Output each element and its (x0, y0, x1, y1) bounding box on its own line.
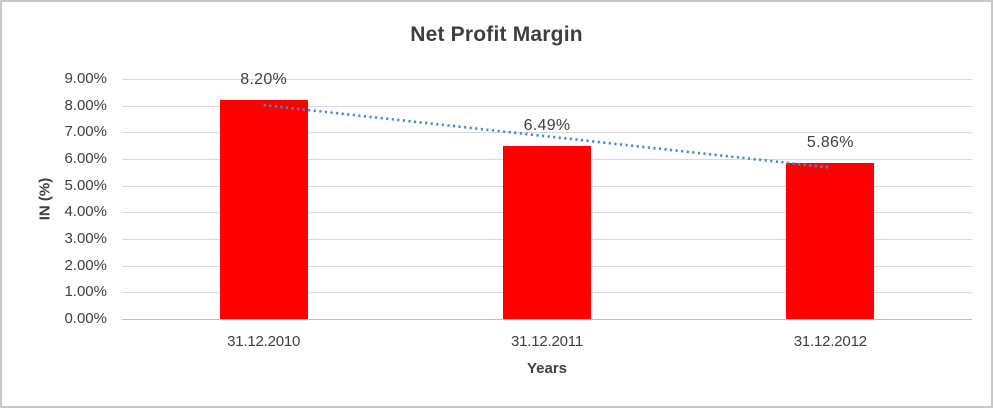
x-axis-title: Years (526, 360, 568, 377)
x-axis-line (122, 319, 972, 320)
chart-title: Net Profit Margin (410, 23, 583, 46)
y-axis-tick-label: 2.00% (64, 256, 107, 274)
gridline (122, 132, 972, 134)
y-axis-tick-label: 9.00% (64, 70, 107, 87)
data-label: 6.49% (523, 116, 571, 134)
data-label: 5.86% (806, 133, 854, 151)
trendline (263, 103, 831, 169)
x-axis-tick-label: 31.12.2012 (793, 333, 867, 350)
y-axis-tick-label: 5.00% (64, 176, 107, 194)
y-axis-tick-label: 3.00% (64, 230, 107, 247)
bar (786, 162, 875, 319)
y-axis-tick-label: 8.00% (64, 96, 107, 114)
y-axis-tick-label: 0.00% (64, 310, 107, 327)
gridline (122, 105, 972, 107)
gridline (122, 79, 972, 80)
x-axis-tick-label: 31.12.2010 (227, 333, 301, 350)
plot-area: 8.20% 6.49% 5.86% (122, 71, 972, 320)
y-axis-tick-label: 6.00% (64, 150, 107, 167)
y-axis-tick-label: 7.00% (64, 123, 107, 141)
y-axis-tick-label: 4.00% (64, 203, 107, 221)
x-axis-tick-label: 31.12.2011 (511, 333, 583, 350)
data-label: 8.20% (240, 71, 288, 89)
y-axis-tick-label: 1.00% (64, 283, 107, 301)
bar (219, 100, 308, 319)
bar (503, 145, 591, 319)
